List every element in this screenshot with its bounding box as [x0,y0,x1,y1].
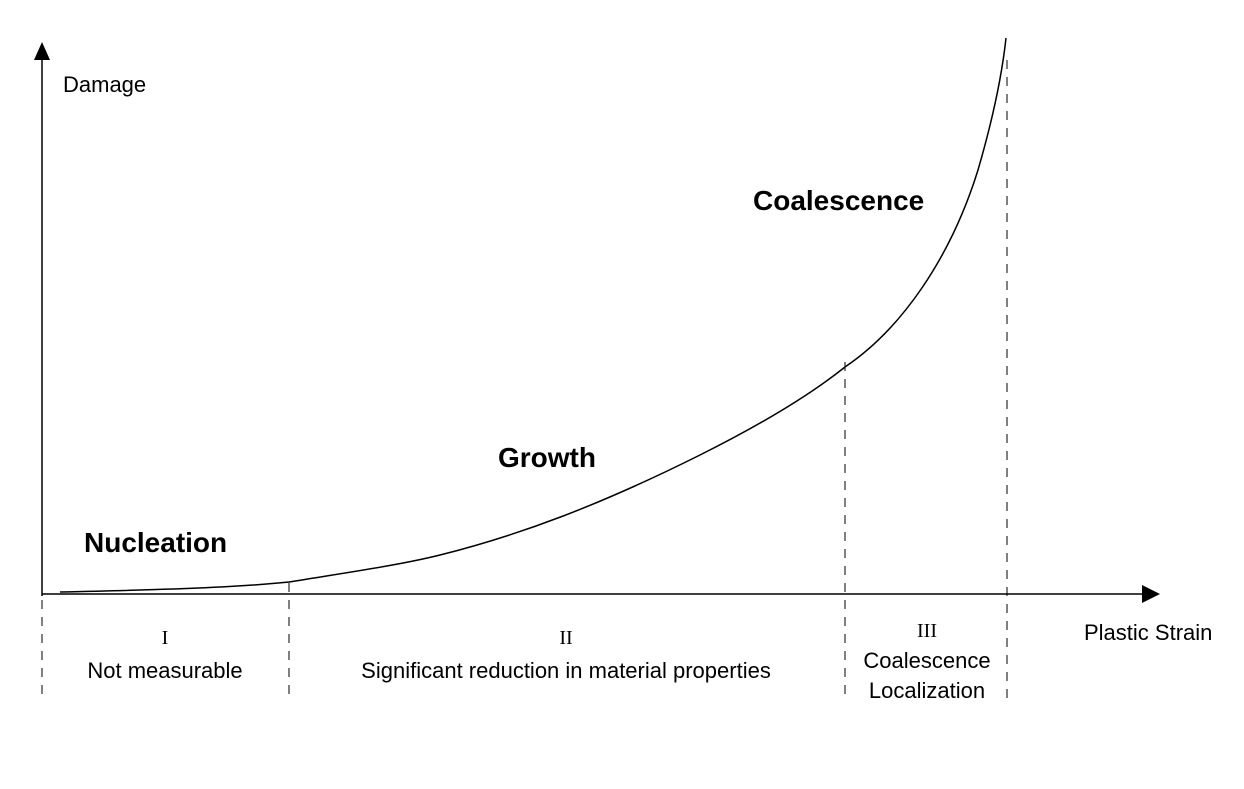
phase-label-nucleation: Nucleation [84,527,227,558]
stage-description-3-line-1: Coalescence [863,648,990,673]
damage-curve [59,37,1007,593]
phase-label-growth: Growth [498,442,596,473]
stage-description-1: Not measurable [87,658,242,683]
phase-label-coalescence: Coalescence [753,185,924,216]
x-axis-arrow [1142,585,1160,603]
stage-description-2: Significant reduction in material proper… [361,658,771,683]
x-axis-label: Plastic Strain [1084,620,1212,645]
stage-numeral-1: I [162,627,169,649]
y-axis-arrow [34,42,50,60]
y-axis-label: Damage [63,72,146,97]
stage-numeral-3: III [917,620,937,642]
stage-description-3-line-2: Localization [869,678,985,703]
stage-numeral-2: II [559,627,572,649]
